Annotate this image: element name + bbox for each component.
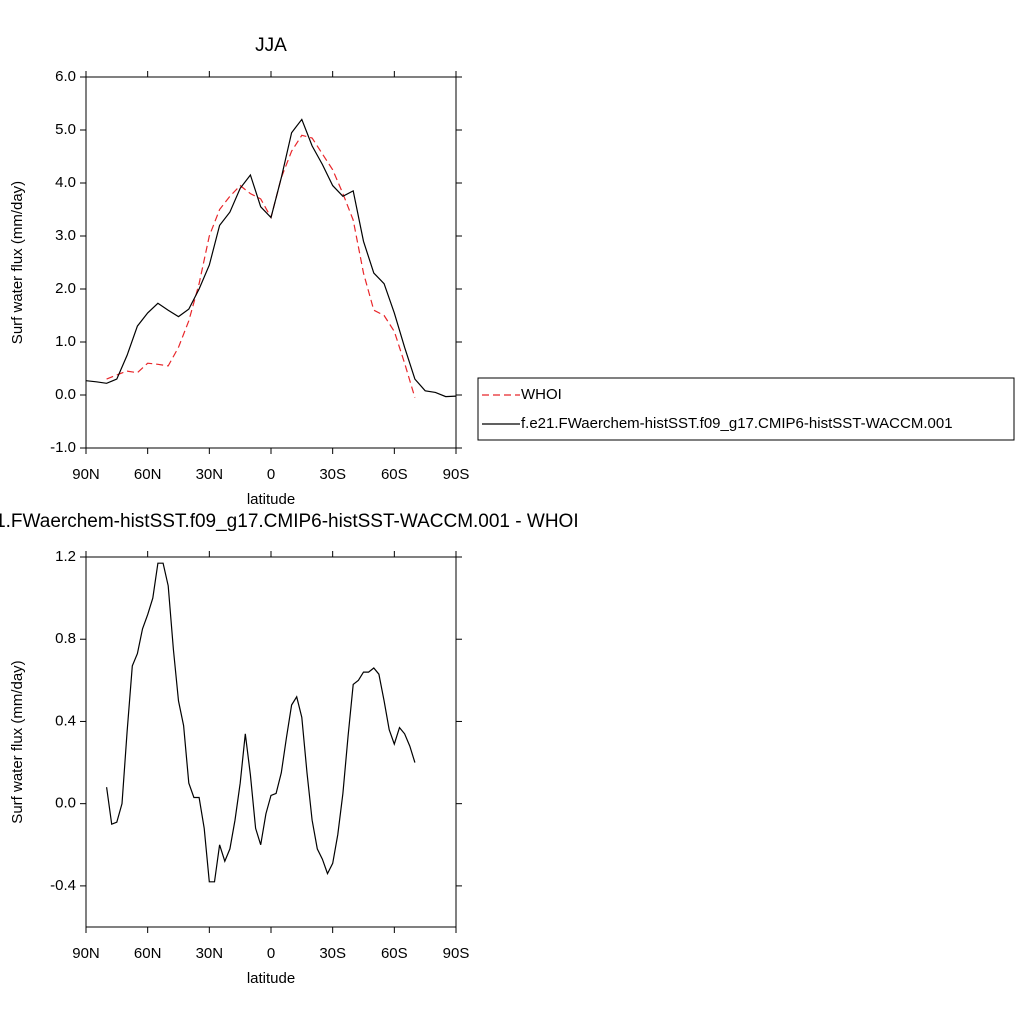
legend-label: WHOI [521,386,562,403]
y-tick-label: 0.0 [55,386,76,403]
x-tick-label: 30S [319,945,346,962]
x-tick-label: 60N [134,466,162,483]
x-tick-label: 90S [443,466,470,483]
x-axis-label: latitude [247,970,295,987]
data-line [106,562,416,883]
legend-box [477,377,1015,441]
y-tick-label: 1.2 [55,548,76,565]
x-tick-label: 0 [267,466,275,483]
y-tick-label: 4.0 [55,174,76,191]
x-tick-label: 90S [443,945,470,962]
y-axis-label: Surf water flux (mm/day) [9,660,26,823]
x-tick-label: 60S [381,945,408,962]
chart-title: JJA [255,35,287,56]
x-tick-label: 60N [134,945,162,962]
y-tick-label: 5.0 [55,121,76,138]
x-tick-label: 60S [381,466,408,483]
x-tick-label: 0 [267,945,275,962]
data-line [85,118,457,398]
x-tick-label: 30N [196,466,224,483]
y-axis-label: Surf water flux (mm/day) [9,181,26,344]
y-tick-label: 6.0 [55,68,76,85]
x-axis-label: latitude [247,491,295,508]
x-tick-label: 90N [72,466,100,483]
x-tick-label: 90N [72,945,100,962]
x-tick-label: 30N [196,945,224,962]
y-tick-label: 3.0 [55,227,76,244]
y-tick-label: 2.0 [55,280,76,297]
plot-frame [85,76,457,449]
legend-label: f.e21.FWaerchem-histSST.f09_g17.CMIP6-hi… [521,415,953,432]
x-tick-label: 30S [319,466,346,483]
y-tick-label: -1.0 [50,439,76,456]
y-tick-label: 0.0 [55,795,76,812]
y-tick-label: 0.8 [55,630,76,647]
plot-frame [85,556,457,928]
y-tick-label: 1.0 [55,333,76,350]
y-tick-label: 0.4 [55,712,76,729]
chart-title: f.e21.FWaerchem-histSST.f09_g17.CMIP6-hi… [0,511,579,532]
data-line [106,134,416,398]
y-tick-label: -0.4 [50,877,76,894]
